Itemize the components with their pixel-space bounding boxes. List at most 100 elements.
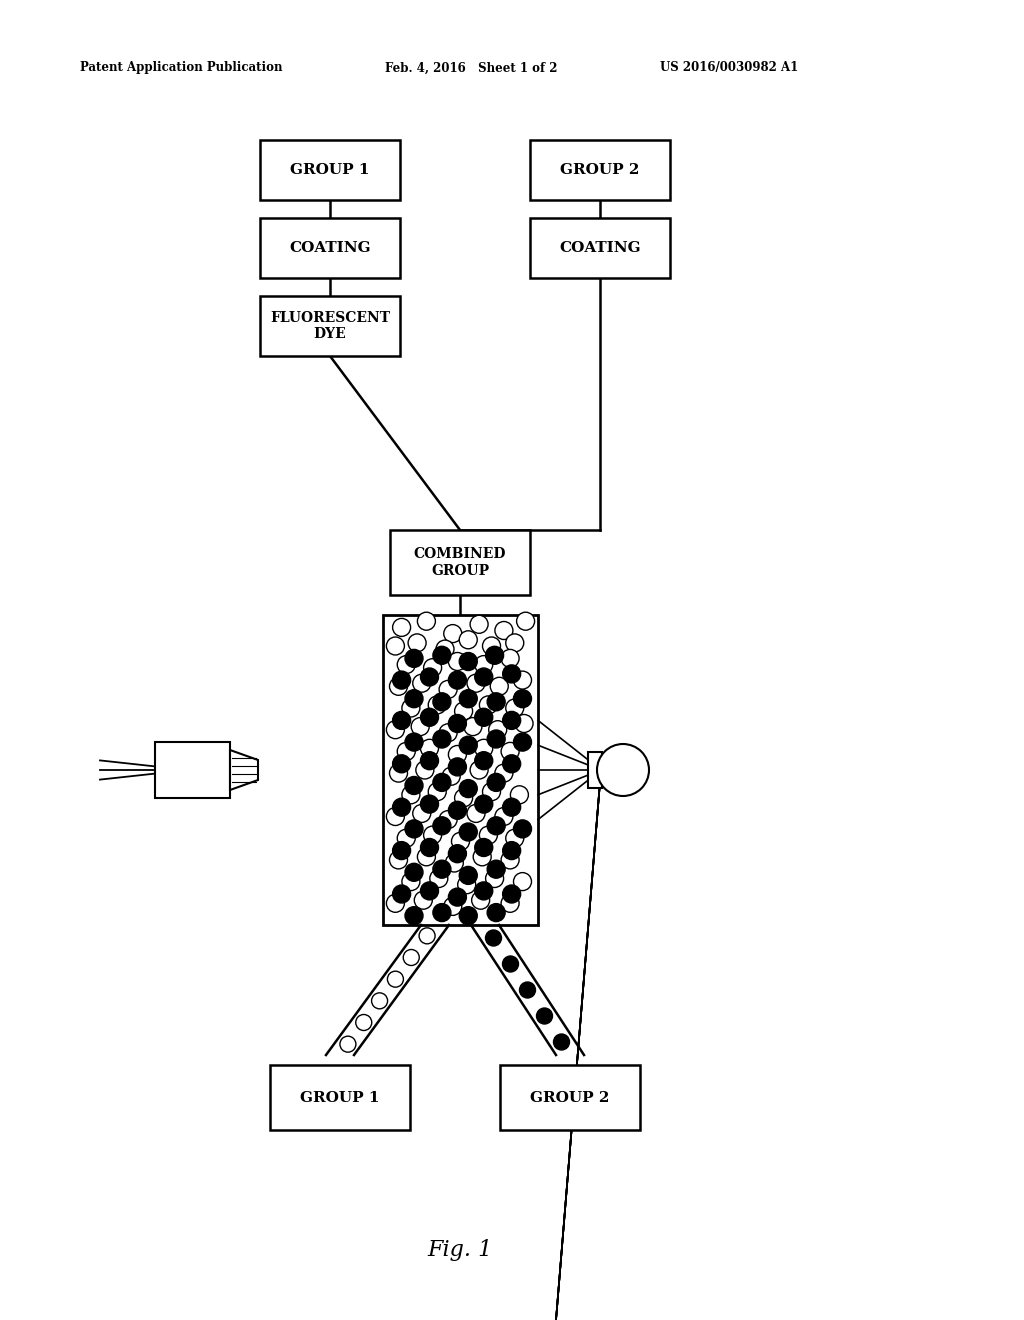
Circle shape: [392, 671, 411, 689]
Text: GROUP 1: GROUP 1: [300, 1090, 380, 1105]
Circle shape: [355, 1015, 372, 1031]
Circle shape: [413, 675, 431, 692]
Circle shape: [475, 739, 493, 758]
Circle shape: [485, 647, 504, 664]
Circle shape: [401, 785, 420, 804]
Circle shape: [495, 764, 513, 781]
Circle shape: [433, 730, 451, 748]
Circle shape: [443, 624, 462, 643]
Circle shape: [406, 733, 423, 751]
Circle shape: [416, 762, 434, 779]
Circle shape: [513, 820, 531, 838]
Circle shape: [479, 826, 498, 843]
Circle shape: [503, 956, 518, 972]
Circle shape: [421, 739, 438, 758]
Circle shape: [449, 652, 466, 671]
Circle shape: [459, 652, 477, 671]
Circle shape: [449, 714, 466, 733]
Circle shape: [506, 829, 523, 847]
Circle shape: [473, 847, 492, 866]
Circle shape: [449, 801, 466, 820]
Circle shape: [433, 817, 451, 834]
Circle shape: [554, 1034, 569, 1049]
Circle shape: [501, 895, 519, 912]
Bar: [270, 1065, 410, 1130]
Circle shape: [503, 884, 520, 903]
Circle shape: [503, 711, 520, 730]
Circle shape: [470, 762, 488, 779]
Circle shape: [418, 847, 435, 866]
Text: Patent Application Publication: Patent Application Publication: [80, 62, 283, 74]
Circle shape: [488, 721, 507, 739]
Circle shape: [506, 700, 523, 717]
Circle shape: [433, 861, 451, 878]
Circle shape: [424, 659, 441, 677]
Circle shape: [436, 640, 454, 659]
Circle shape: [537, 1008, 553, 1024]
Circle shape: [433, 774, 451, 792]
Circle shape: [397, 742, 416, 760]
Circle shape: [459, 822, 477, 841]
Text: US 2016/0030982 A1: US 2016/0030982 A1: [660, 62, 799, 74]
Circle shape: [392, 755, 411, 772]
Circle shape: [433, 904, 451, 921]
Circle shape: [459, 866, 477, 884]
Circle shape: [487, 774, 505, 792]
Circle shape: [418, 612, 435, 630]
Circle shape: [455, 789, 473, 807]
Text: Feb. 4, 2016   Sheet 1 of 2: Feb. 4, 2016 Sheet 1 of 2: [385, 62, 557, 74]
Circle shape: [392, 842, 411, 859]
Circle shape: [392, 711, 411, 730]
Text: GROUP 2: GROUP 2: [530, 1090, 609, 1105]
Circle shape: [501, 851, 519, 869]
Circle shape: [449, 888, 466, 906]
Circle shape: [424, 826, 441, 843]
Circle shape: [503, 665, 520, 682]
Circle shape: [415, 891, 432, 909]
Circle shape: [419, 928, 435, 944]
Bar: [260, 296, 400, 356]
Circle shape: [340, 1036, 356, 1052]
Circle shape: [501, 649, 519, 668]
Circle shape: [459, 631, 477, 649]
Circle shape: [452, 833, 469, 850]
Circle shape: [455, 702, 473, 721]
Circle shape: [406, 649, 423, 668]
Circle shape: [467, 675, 485, 692]
Circle shape: [487, 693, 505, 710]
Circle shape: [430, 870, 447, 887]
Circle shape: [597, 744, 649, 796]
Bar: [588, 752, 602, 788]
Circle shape: [503, 799, 520, 816]
Circle shape: [485, 870, 504, 887]
Circle shape: [515, 714, 534, 733]
Text: COATING: COATING: [289, 242, 371, 255]
Circle shape: [475, 838, 493, 857]
Circle shape: [445, 854, 463, 873]
Circle shape: [459, 780, 477, 797]
Circle shape: [475, 795, 493, 813]
Circle shape: [439, 810, 457, 829]
Circle shape: [387, 972, 403, 987]
Circle shape: [501, 742, 519, 760]
Circle shape: [490, 677, 508, 696]
Circle shape: [503, 842, 520, 859]
Circle shape: [421, 751, 438, 770]
Circle shape: [442, 767, 460, 785]
Circle shape: [392, 884, 411, 903]
Circle shape: [372, 993, 387, 1008]
Circle shape: [412, 718, 429, 735]
Bar: [155, 742, 230, 799]
Bar: [383, 615, 538, 925]
Circle shape: [475, 882, 493, 900]
Polygon shape: [230, 750, 258, 789]
Circle shape: [421, 882, 438, 900]
Circle shape: [459, 737, 477, 754]
Circle shape: [428, 783, 446, 801]
Circle shape: [513, 733, 531, 751]
Bar: [390, 531, 530, 595]
Circle shape: [406, 689, 423, 708]
Text: GROUP 2: GROUP 2: [560, 162, 640, 177]
Circle shape: [467, 804, 485, 822]
Text: COATING: COATING: [559, 242, 641, 255]
